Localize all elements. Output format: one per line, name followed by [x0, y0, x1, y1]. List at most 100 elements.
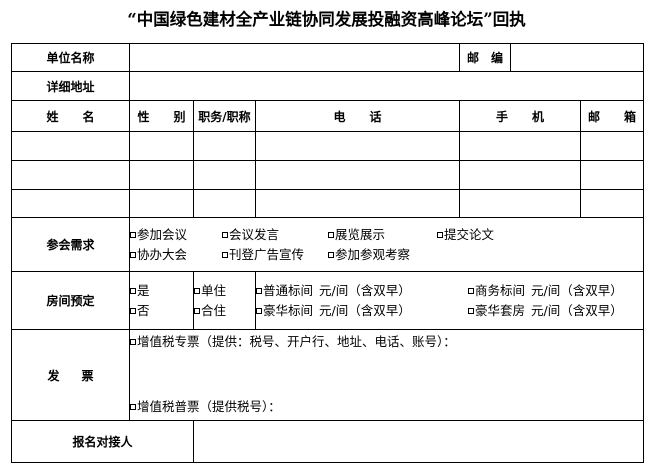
- attend-needs-row-2: 协办大会 刊登广告宣传 参加参观考察: [130, 245, 643, 265]
- option-label: 提交论文: [444, 226, 495, 242]
- table-row-detail-address: 详细地址: [11, 71, 645, 101]
- room-type-price: 元/间（含双早）: [531, 282, 623, 298]
- room-booking-yesno: 是 否: [129, 271, 194, 330]
- table-row-unit-name: 单位名称 邮 编: [11, 43, 645, 72]
- checkbox-icon[interactable]: [194, 307, 200, 314]
- option-co-organize[interactable]: 协办大会: [130, 245, 222, 265]
- table-row-room-booking: 房间预定 是 否 单住 合住 普通标间 元/间（含双早） 商务标间 元/间（含双早） …: [11, 271, 645, 330]
- checkbox-icon[interactable]: [222, 251, 228, 258]
- room-booking-occupancy: 单住 合住: [193, 271, 256, 330]
- cell-title[interactable]: [193, 160, 256, 190]
- room-shared[interactable]: 合住: [194, 301, 255, 321]
- field-unit-name[interactable]: [128, 43, 461, 72]
- room-types-row-1: 普通标间 元/间（含双早） 商务标间 元/间（含双早）: [256, 281, 643, 301]
- room-type-name: 豪华套房: [475, 302, 526, 318]
- cell-name[interactable]: [11, 131, 130, 161]
- checkbox-icon[interactable]: [194, 287, 200, 294]
- column-header-gender: 性 别: [129, 100, 194, 132]
- option-join-tour[interactable]: 参加参观考察: [328, 245, 410, 265]
- cell-gender[interactable]: [129, 189, 194, 218]
- invoice-options: 增值税专票（提供：税号、开户行、地址、电话、账号）： 增值税普票（提供税号）：: [128, 329, 645, 421]
- cell-phone[interactable]: [254, 160, 461, 190]
- cell-phone[interactable]: [254, 189, 461, 218]
- room-type-name: 豪华标间: [263, 302, 314, 318]
- attend-needs-options: 参加会议 会议发言 展览展示 提交论文 协办大会 刊登广告宣传 参加参观考察: [128, 217, 645, 272]
- option-label: 单住: [201, 282, 227, 298]
- checkbox-icon[interactable]: [130, 404, 136, 410]
- label-invoice: 发 票: [11, 329, 130, 421]
- invoice-special-option[interactable]: 增值税专票（提供：税号、开户行、地址、电话、账号）：: [130, 330, 643, 351]
- room-type-business[interactable]: 商务标间 元/间（含双早）: [468, 281, 623, 301]
- checkbox-icon[interactable]: [130, 251, 136, 258]
- page-title: “中国绿色建材全产业链协同发展投融资高峰论坛”回执: [127, 10, 526, 29]
- room-types-row-2: 豪华标间 元/间（含双早） 豪华套房 元/间（含双早）: [256, 301, 643, 321]
- checkbox-icon[interactable]: [256, 307, 262, 314]
- checkbox-icon[interactable]: [328, 231, 334, 238]
- checkbox-icon[interactable]: [130, 307, 136, 314]
- label-attend-needs: 参会需求: [11, 217, 130, 272]
- cell-name[interactable]: [11, 189, 130, 218]
- cell-mobile[interactable]: [459, 189, 582, 218]
- registration-form-table: 单位名称 邮 编 详细地址 姓 名 性 别 职务/职称 电 话 手 机 邮 箱: [11, 43, 645, 463]
- option-attend-meeting[interactable]: 参加会议: [130, 225, 222, 245]
- table-row-invoice: 发 票 增值税专票（提供：税号、开户行、地址、电话、账号）： 增值税普票（提供税…: [11, 329, 645, 421]
- cell-mobile[interactable]: [459, 131, 582, 161]
- room-single[interactable]: 单住: [194, 281, 255, 301]
- option-exhibition-display[interactable]: 展览展示: [328, 225, 437, 245]
- room-type-suite[interactable]: 豪华套房 元/间（含双早）: [468, 301, 623, 321]
- checkbox-icon[interactable]: [468, 307, 474, 314]
- cell-title[interactable]: [193, 131, 256, 161]
- column-header-name: 姓 名: [11, 100, 130, 132]
- cell-mobile[interactable]: [459, 160, 582, 190]
- cell-gender[interactable]: [129, 131, 194, 161]
- cell-email[interactable]: [580, 131, 645, 161]
- invoice-general-option[interactable]: 增值税普票（提供税号）：: [130, 351, 643, 416]
- cell-name[interactable]: [11, 160, 130, 190]
- option-label: 参加会议: [137, 226, 188, 242]
- label-detail-address: 详细地址: [11, 71, 130, 101]
- checkbox-icon[interactable]: [130, 339, 136, 345]
- room-type-deluxe[interactable]: 豪华标间 元/间（含双早）: [256, 301, 468, 321]
- option-meeting-speech[interactable]: 会议发言: [222, 225, 328, 245]
- attendee-header-row: 姓 名 性 别 职务/职称 电 话 手 机 邮 箱: [11, 100, 645, 132]
- option-label: 协办大会: [137, 246, 188, 262]
- checkbox-icon[interactable]: [256, 287, 262, 294]
- cell-email[interactable]: [580, 160, 645, 190]
- table-row: [11, 189, 645, 218]
- option-label: 刊登广告宣传: [229, 246, 305, 262]
- option-submit-paper[interactable]: 提交论文: [437, 225, 494, 245]
- field-detail-address[interactable]: [128, 71, 645, 101]
- checkbox-icon[interactable]: [222, 231, 228, 238]
- label-postal-code: 邮 编: [459, 43, 512, 72]
- room-no[interactable]: 否: [130, 301, 193, 321]
- column-header-phone: 电 话: [254, 100, 461, 132]
- field-postal-code[interactable]: [510, 43, 645, 72]
- checkbox-icon[interactable]: [328, 251, 334, 258]
- room-type-standard[interactable]: 普通标间 元/间（含双早）: [256, 281, 468, 301]
- room-yes[interactable]: 是: [130, 281, 193, 301]
- attend-needs-row-1: 参加会议 会议发言 展览展示 提交论文: [130, 225, 643, 245]
- invoice-general-label: 增值税普票（提供税号）：: [137, 399, 281, 414]
- field-contact-person[interactable]: [192, 420, 645, 463]
- cell-email[interactable]: [580, 189, 645, 218]
- room-type-price: 元/间（含双早）: [319, 302, 411, 318]
- option-label: 是: [137, 282, 150, 298]
- label-room-booking: 房间预定: [11, 271, 130, 330]
- option-label: 否: [137, 302, 150, 318]
- room-booking-types: 普通标间 元/间（含双早） 商务标间 元/间（含双早） 豪华标间 元/间（含双早） 豪华套…: [254, 271, 645, 330]
- cell-phone[interactable]: [254, 131, 461, 161]
- cell-title[interactable]: [193, 189, 256, 218]
- checkbox-icon[interactable]: [468, 287, 474, 294]
- option-publish-ad[interactable]: 刊登广告宣传: [222, 245, 328, 265]
- room-type-name: 普通标间: [263, 282, 314, 298]
- cell-gender[interactable]: [129, 160, 194, 190]
- label-contact-person: 报名对接人: [11, 420, 194, 463]
- checkbox-icon[interactable]: [130, 287, 136, 294]
- room-type-price: 元/间（含双早）: [319, 282, 411, 298]
- checkbox-icon[interactable]: [130, 231, 136, 238]
- column-header-email: 邮 箱: [580, 100, 645, 132]
- checkbox-icon[interactable]: [437, 231, 443, 238]
- room-type-name: 商务标间: [475, 282, 526, 298]
- option-label: 展览展示: [335, 226, 386, 242]
